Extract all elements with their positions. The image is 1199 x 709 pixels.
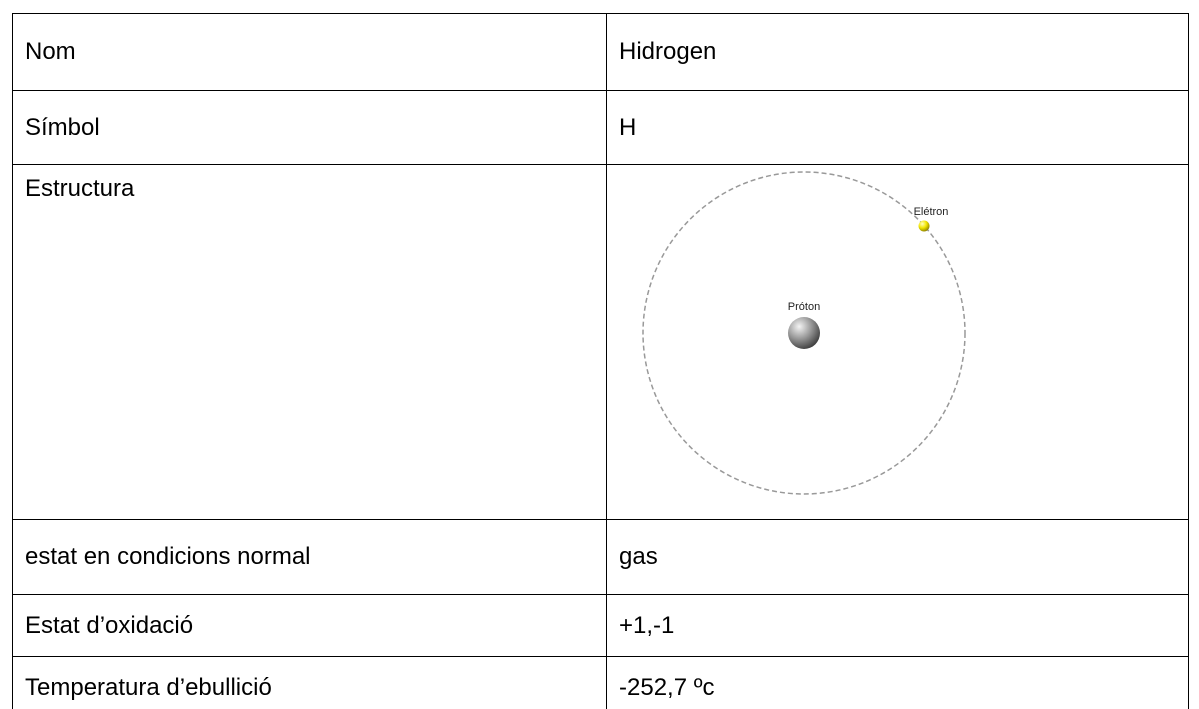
page: Nom Hidrogen Símbol H Estructura Próton	[0, 0, 1199, 709]
electron-label: Elétron	[914, 206, 949, 218]
row-label: Símbol	[13, 91, 607, 165]
table-row: estat en condicions normal gas	[13, 520, 1189, 595]
row-value: Hidrogen	[607, 14, 1189, 91]
row-value: gas	[607, 520, 1189, 595]
row-label: estat en condicions normal	[13, 520, 607, 595]
table-row: Estat d’oxidació +1,-1	[13, 595, 1189, 657]
row-value: -252,7 ºc	[607, 657, 1189, 709]
table-row: Símbol H	[13, 91, 1189, 165]
electron	[919, 221, 930, 232]
table-row: Nom Hidrogen	[13, 14, 1189, 91]
proton	[788, 317, 820, 349]
structure-cell: Próton Elétron	[607, 165, 1189, 520]
row-label: Nom	[13, 14, 607, 91]
row-label: Estructura	[13, 165, 607, 520]
row-value: +1,-1	[607, 595, 1189, 657]
table-row: Temperatura d’ebullició -252,7 ºc	[13, 657, 1189, 709]
row-label: Temperatura d’ebullició	[13, 657, 607, 709]
table-row: Estructura Próton Elétron	[13, 165, 1189, 520]
element-table: Nom Hidrogen Símbol H Estructura Próton	[12, 13, 1189, 709]
proton-label: Próton	[788, 301, 820, 313]
row-value: H	[607, 91, 1189, 165]
atom-diagram: Próton Elétron	[607, 165, 1187, 512]
row-label: Estat d’oxidació	[13, 595, 607, 657]
